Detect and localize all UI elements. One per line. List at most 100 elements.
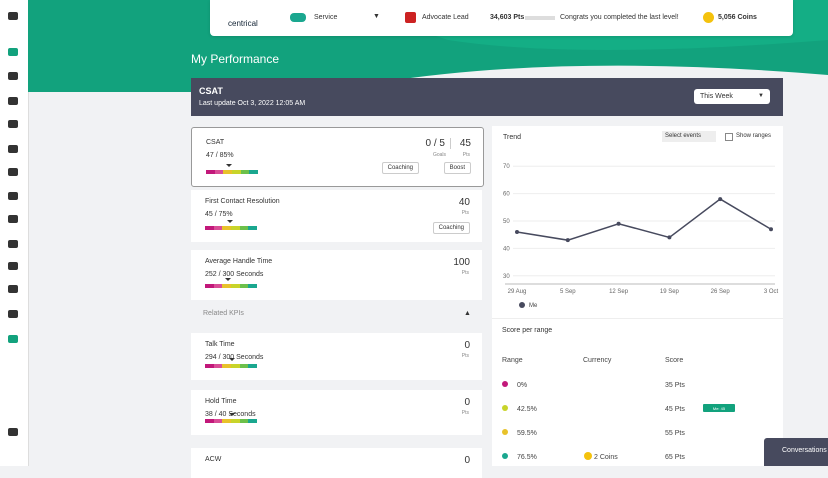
progress-marker: [226, 164, 232, 170]
points: 34,603 Pts: [490, 14, 525, 21]
ranges-checkbox[interactable]: [725, 133, 733, 141]
progress-segment: [205, 419, 214, 423]
progress-bar: [205, 284, 258, 288]
collapse-caret[interactable]: ▲: [464, 310, 471, 317]
kpi-points: 40: [458, 197, 470, 208]
nav-icon[interactable]: [8, 72, 18, 80]
coin-icon: [703, 12, 714, 23]
coins: 5,056 Coins: [718, 14, 757, 21]
nav-icon[interactable]: [8, 168, 18, 176]
related-label[interactable]: Related KPIs: [203, 310, 244, 317]
kpi-points-label: Pts: [461, 353, 469, 359]
nav-icon[interactable]: [8, 97, 18, 105]
progress-segment: [213, 284, 223, 288]
chat-label: Conversations: [782, 447, 827, 454]
score-title: Score per range: [502, 327, 553, 334]
kpi-value: 252 / 300 Seconds: [205, 271, 264, 278]
progress-segment: [206, 170, 215, 174]
period: This Week: [700, 93, 733, 100]
progress-segment: [239, 419, 249, 423]
progress-segment: [223, 170, 233, 174]
team-icon: [290, 13, 306, 22]
kpi-points: 100: [453, 257, 470, 268]
progress-marker: [225, 278, 231, 284]
nav-icon[interactable]: [8, 310, 18, 318]
kpi-goals-label: Goals: [432, 152, 446, 158]
progress-segment: [239, 226, 249, 230]
nav-icon[interactable]: [8, 262, 18, 270]
progress-segment: [239, 364, 249, 368]
kpi-action[interactable]: Coaching: [432, 222, 470, 234]
progress-segment: [248, 364, 258, 368]
kpi-value: 45 / 75%: [205, 211, 233, 218]
nav-icon[interactable]: [8, 335, 18, 343]
progress-segment: [213, 419, 223, 423]
progress-segment: [205, 284, 214, 288]
role: Advocate Lead: [422, 14, 469, 21]
progress-segment: [248, 284, 258, 288]
nav-icon[interactable]: [8, 145, 18, 153]
kpi-points-label: Pts: [462, 152, 470, 158]
progress-segment: [249, 170, 259, 174]
kpi-name: Average Handle Time: [205, 258, 273, 265]
dropdown-caret[interactable]: ▼: [373, 13, 380, 20]
progress-segment: [222, 364, 232, 368]
kpi-points: 0: [464, 455, 470, 466]
page-title: My Performance: [191, 52, 280, 66]
events-select[interactable]: Select events: [662, 131, 716, 142]
progress-segment: [239, 284, 249, 288]
nav-icon[interactable]: [8, 120, 18, 128]
progress-bar: [206, 170, 259, 174]
kpi-points: 0: [464, 397, 470, 408]
kpi-name: CSAT: [206, 139, 225, 146]
nav-icon[interactable]: [8, 215, 18, 223]
events: Select events: [665, 133, 702, 139]
kpi-card[interactable]: Talk Time 294 / 300 Seconds 0 Pts: [191, 333, 482, 380]
nav-icon[interactable]: [8, 12, 18, 20]
kpi-card[interactable]: First Contact Resolution 45 / 75% 40 Pts Coa…: [191, 190, 482, 242]
nav-icon[interactable]: [8, 285, 18, 293]
kpi-card[interactable]: Hold Time 38 / 40 Seconds 0 Pts: [191, 390, 482, 435]
nav-icon[interactable]: [8, 240, 18, 248]
level-message: Congrats you completed the last level!: [560, 14, 679, 21]
chat-button[interactable]: Conversations: [764, 438, 828, 466]
progress-segment: [231, 284, 240, 288]
nav-icon[interactable]: [8, 192, 18, 200]
kpi-card[interactable]: CSAT 47 / 85% 45 Pts 0 / 5 Goals Coaching Boost: [191, 127, 484, 187]
progress-segment: [214, 170, 224, 174]
kpi-points-label: Pts: [461, 270, 469, 276]
kpi-points-label: Pts: [461, 410, 469, 416]
banner-updated: Last update Oct 3, 2022 12:05 AM: [199, 100, 306, 107]
kpi-card[interactable]: Average Handle Time 252 / 300 Seconds 100 P…: [191, 250, 482, 300]
caret: ▼: [758, 93, 764, 99]
trend-panel: Trend Select events Show ranges Score pe…: [492, 126, 783, 466]
kpi-action[interactable]: Coaching: [381, 162, 419, 174]
banner-title: CSAT: [199, 86, 223, 96]
kpi-name: ACW: [205, 456, 222, 463]
nav-icon[interactable]: [8, 48, 18, 56]
team[interactable]: Service: [314, 14, 338, 21]
progress-bar: [205, 226, 258, 230]
divider: [492, 318, 783, 319]
progress-marker: [229, 413, 235, 419]
progress-segment: [222, 284, 232, 288]
kpi-card[interactable]: ACW 0: [191, 448, 482, 478]
nav-icon[interactable]: [8, 428, 18, 436]
kpi-points-label: Pts: [461, 210, 469, 216]
progress-segment: [205, 364, 214, 368]
kpi-name: Hold Time: [205, 398, 237, 405]
kpi-action[interactable]: Boost: [443, 162, 471, 174]
progress-segment: [248, 419, 258, 423]
sidebar: [0, 0, 29, 466]
kpi-name: First Contact Resolution: [205, 198, 280, 205]
progress-segment: [222, 226, 232, 230]
ranges-label: Show ranges: [736, 133, 772, 139]
progress-segment: [231, 419, 240, 423]
progress-segment: [231, 364, 240, 368]
progress-bar: [205, 364, 258, 368]
period-select[interactable]: This Week ▼: [694, 89, 770, 104]
kpi-name: Talk Time: [205, 341, 235, 348]
role-icon: [405, 12, 416, 23]
kpi-goals: 0 / 5: [426, 138, 451, 149]
